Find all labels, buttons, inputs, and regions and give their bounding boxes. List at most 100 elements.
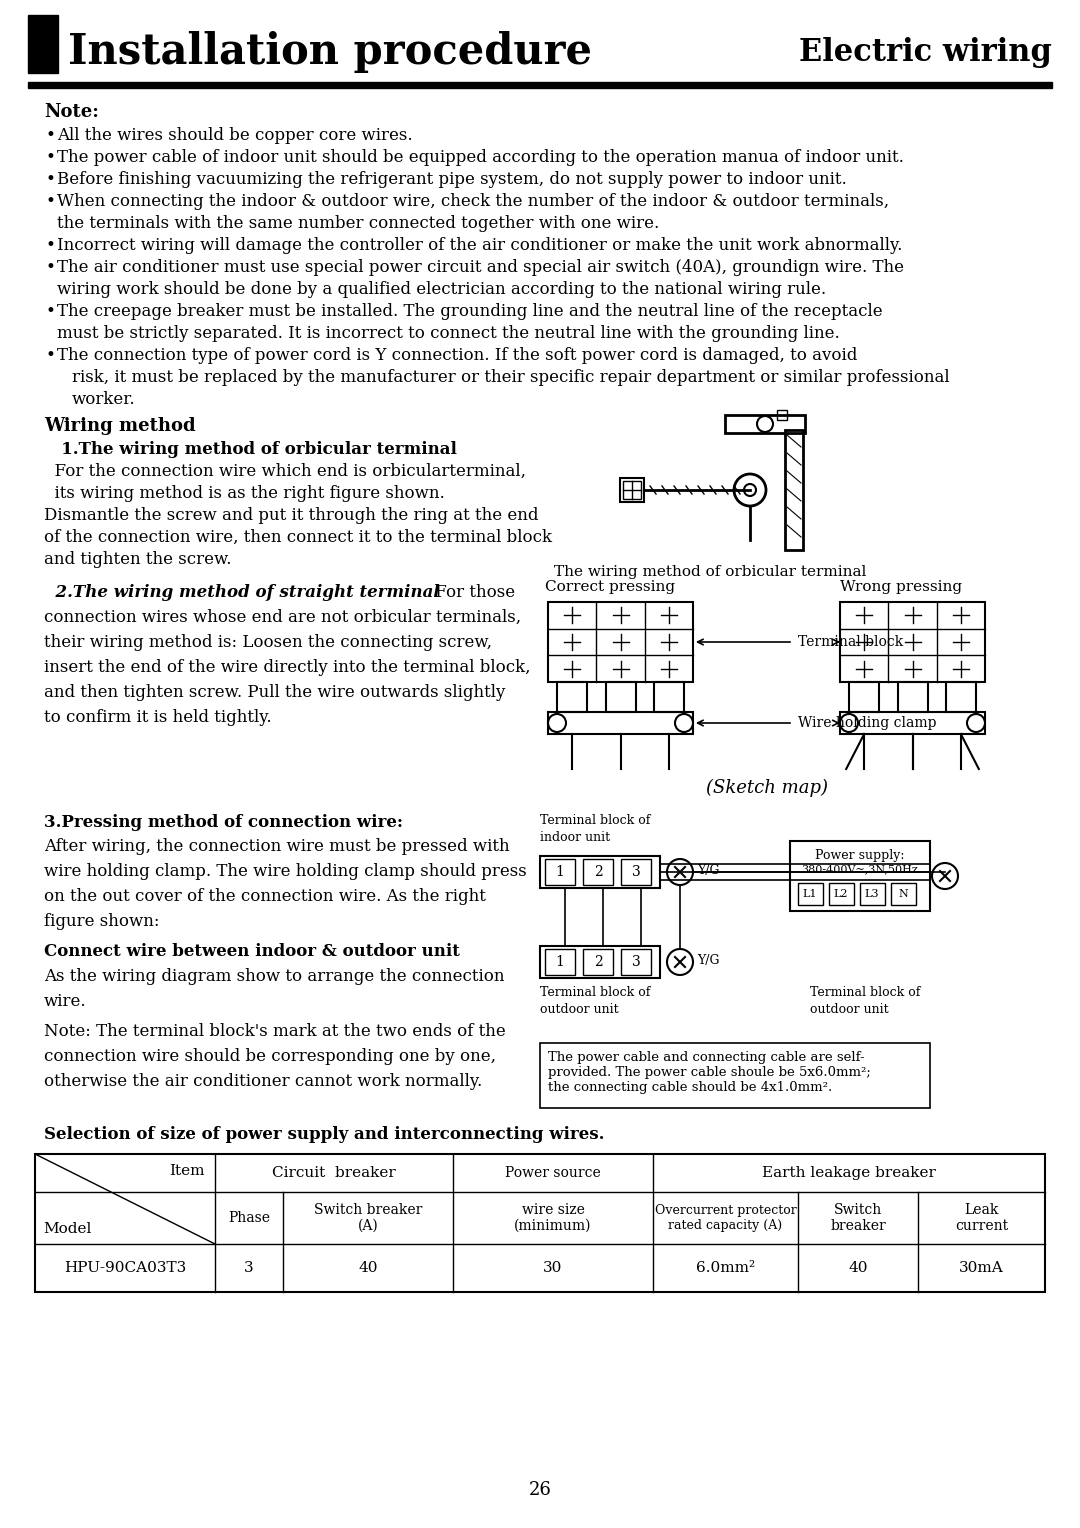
- Text: 3: 3: [632, 865, 640, 879]
- Text: For the connection wire which end is orbicularterminal,: For the connection wire which end is orb…: [44, 463, 526, 480]
- Text: 3.Pressing method of connection wire:: 3.Pressing method of connection wire:: [44, 814, 403, 831]
- Text: 30: 30: [543, 1261, 563, 1274]
- Bar: [548, 602, 693, 681]
- Text: The air conditioner must use special power circuit and special air switch (40A),: The air conditioner must use special pow…: [57, 260, 904, 277]
- Text: 1: 1: [555, 955, 565, 969]
- Text: The creepage breaker must be installed. The grounding line and the neutral line : The creepage breaker must be installed. …: [57, 303, 882, 319]
- Text: figure shown:: figure shown:: [44, 914, 160, 931]
- Text: Terminal block of
indoor unit: Terminal block of indoor unit: [540, 814, 650, 843]
- Text: Connect wire between indoor & outdoor unit: Connect wire between indoor & outdoor un…: [44, 943, 460, 960]
- Bar: [623, 481, 642, 500]
- Text: 40: 40: [848, 1261, 867, 1274]
- Text: The power cable of indoor unit should be equipped according to the operation man: The power cable of indoor unit should be…: [57, 150, 904, 167]
- Bar: [621, 949, 651, 975]
- Bar: [840, 602, 985, 681]
- Text: wire.: wire.: [44, 993, 86, 1010]
- Text: All the wires should be copper core wires.: All the wires should be copper core wire…: [57, 127, 413, 144]
- Text: As the wiring diagram show to arrange the connection: As the wiring diagram show to arrange th…: [44, 969, 504, 986]
- Text: •: •: [46, 150, 56, 167]
- Text: Electric wiring: Electric wiring: [799, 37, 1052, 67]
- Bar: [653, 681, 684, 712]
- Text: Before finishing vacuumizing the refrigerant pipe system, do not supply power to: Before finishing vacuumizing the refrige…: [57, 171, 847, 188]
- Text: Wiring method: Wiring method: [44, 417, 195, 435]
- Text: N: N: [899, 889, 908, 898]
- Text: and tighten the screw.: and tighten the screw.: [44, 552, 231, 568]
- Text: 6.0mm²: 6.0mm²: [696, 1261, 755, 1274]
- Bar: [557, 681, 588, 712]
- Bar: [777, 410, 787, 420]
- Bar: [540, 856, 660, 888]
- Bar: [28, 15, 58, 73]
- Text: 1: 1: [555, 865, 565, 879]
- Text: 3: 3: [632, 955, 640, 969]
- Bar: [545, 949, 575, 975]
- Bar: [620, 478, 644, 503]
- Text: Power source: Power source: [505, 1166, 600, 1180]
- Text: Dismantle the screw and put it through the ring at the end: Dismantle the screw and put it through t…: [44, 507, 539, 524]
- Text: HPU-90CA03T3: HPU-90CA03T3: [64, 1261, 186, 1274]
- Bar: [840, 712, 985, 733]
- Text: the terminals with the same number connected together with one wire.: the terminals with the same number conne…: [57, 215, 659, 232]
- Text: and then tighten screw. Pull the wire outwards slightly: and then tighten screw. Pull the wire ou…: [44, 685, 505, 701]
- Text: The power cable and connecting cable are self-
provided. The power cable shoule : The power cable and connecting cable are…: [548, 1051, 870, 1094]
- Text: L3: L3: [865, 889, 879, 898]
- Bar: [849, 681, 879, 712]
- Text: otherwise the air conditioner cannot work normally.: otherwise the air conditioner cannot wor…: [44, 1073, 483, 1089]
- Text: must be strictly separated. It is incorrect to connect the neutral line with the: must be strictly separated. It is incorr…: [57, 325, 840, 342]
- Text: their wiring method is: Loosen the connecting screw,: their wiring method is: Loosen the conne…: [44, 634, 492, 651]
- Text: Note:: Note:: [44, 102, 99, 121]
- Text: •: •: [46, 127, 56, 144]
- Text: •: •: [46, 237, 56, 254]
- Text: 26: 26: [528, 1481, 552, 1499]
- Text: Incorrect wiring will damage the controller of the air conditioner or make the u: Incorrect wiring will damage the control…: [57, 237, 903, 254]
- Bar: [860, 883, 885, 905]
- Text: (Sketch map): (Sketch map): [705, 779, 827, 798]
- Text: •: •: [46, 171, 56, 188]
- Text: 2.The wiring method of straight terminal: 2.The wiring method of straight terminal: [44, 584, 440, 601]
- Text: risk, it must be replaced by the manufacturer or their specific repair departmen: risk, it must be replaced by the manufac…: [72, 368, 949, 387]
- Text: Wrong pressing: Wrong pressing: [840, 581, 962, 594]
- Text: L2: L2: [834, 889, 848, 898]
- Text: Switch
breaker: Switch breaker: [831, 1203, 886, 1233]
- Text: Terminal block of
outdoor unit: Terminal block of outdoor unit: [540, 986, 650, 1016]
- Text: worker.: worker.: [72, 391, 136, 408]
- Bar: [621, 859, 651, 885]
- Text: •: •: [46, 193, 56, 209]
- Bar: [606, 681, 635, 712]
- Bar: [785, 429, 804, 550]
- Text: Earth leakage breaker: Earth leakage breaker: [762, 1166, 936, 1180]
- Bar: [725, 416, 805, 432]
- Bar: [798, 883, 823, 905]
- Text: (minimum): (minimum): [514, 1219, 592, 1233]
- Text: connection wires whose end are not orbicular terminals,: connection wires whose end are not orbic…: [44, 610, 522, 626]
- Text: After wiring, the connection wire must be pressed with: After wiring, the connection wire must b…: [44, 837, 510, 856]
- Text: wire holding clamp. The wire holding clamp should press: wire holding clamp. The wire holding cla…: [44, 863, 527, 880]
- Text: 380-400V~,3N,50Hz: 380-400V~,3N,50Hz: [801, 863, 918, 874]
- Bar: [897, 681, 928, 712]
- Bar: [540, 1044, 930, 1108]
- Text: Item: Item: [170, 1164, 205, 1178]
- Text: When connecting the indoor & outdoor wire, check the number of the indoor & outd: When connecting the indoor & outdoor wir…: [57, 193, 889, 209]
- Bar: [35, 1154, 1045, 1293]
- Bar: [946, 681, 976, 712]
- Text: Model: Model: [43, 1222, 92, 1236]
- Text: •: •: [46, 260, 56, 277]
- Text: Correct pressing: Correct pressing: [545, 581, 675, 594]
- Text: 2: 2: [594, 955, 603, 969]
- Text: insert the end of the wire directly into the terminal block,: insert the end of the wire directly into…: [44, 659, 530, 675]
- Text: Y/G: Y/G: [697, 953, 719, 967]
- Text: 40: 40: [359, 1261, 378, 1274]
- Text: Switch breaker
(A): Switch breaker (A): [314, 1203, 422, 1233]
- Bar: [789, 840, 930, 911]
- Text: to confirm it is held tightly.: to confirm it is held tightly.: [44, 709, 272, 726]
- Bar: [583, 859, 613, 885]
- Text: •: •: [46, 303, 56, 319]
- Text: Circuit  breaker: Circuit breaker: [272, 1166, 396, 1180]
- Bar: [28, 83, 1052, 89]
- Text: Note: The terminal block's mark at the two ends of the: Note: The terminal block's mark at the t…: [44, 1024, 505, 1041]
- Bar: [548, 712, 693, 733]
- Text: Terminal block: Terminal block: [798, 636, 903, 649]
- Bar: [583, 949, 613, 975]
- Text: Overcurrent protector
rated capacity (A): Overcurrent protector rated capacity (A): [654, 1204, 796, 1232]
- Text: 3: 3: [244, 1261, 254, 1274]
